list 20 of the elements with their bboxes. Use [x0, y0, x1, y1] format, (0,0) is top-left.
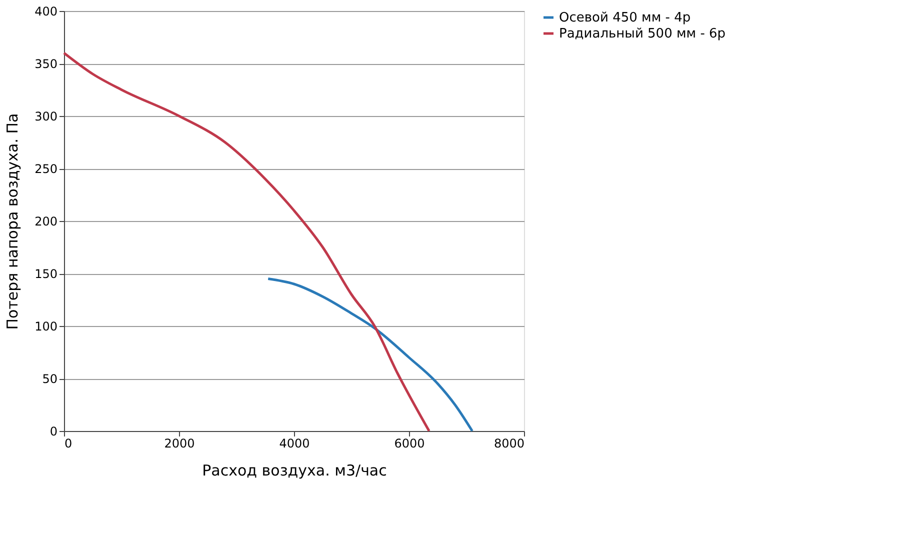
- y-tick-label: 50: [42, 372, 58, 386]
- y-tick-label: 100: [34, 320, 58, 334]
- y-tick-label: 300: [34, 110, 58, 124]
- legend-label: Радиальный 500 мм - 6р: [559, 26, 726, 42]
- legend-label: Осевой 450 мм - 4р: [559, 10, 691, 26]
- y-tick-label: 250: [34, 162, 58, 176]
- x-tick-label: 8000: [494, 436, 524, 450]
- y-tick-label: 350: [34, 57, 58, 71]
- y-tick-label: 400: [34, 4, 58, 18]
- x-axis-title: Расход воздуха. м3/час: [202, 462, 387, 480]
- x-tick-label: 4000: [279, 436, 310, 450]
- y-tick-label: 0: [50, 424, 58, 438]
- line-series: [266, 278, 474, 432]
- y-tick-label: 200: [34, 214, 58, 228]
- line-series: [62, 52, 430, 432]
- x-tick-label: 2000: [164, 436, 195, 450]
- y-tick-label: 150: [34, 267, 58, 281]
- x-tick-label: 6000: [394, 436, 425, 450]
- x-tick-label: 0: [64, 436, 72, 450]
- y-axis-title: Потеря напора воздуха. Па: [4, 113, 22, 330]
